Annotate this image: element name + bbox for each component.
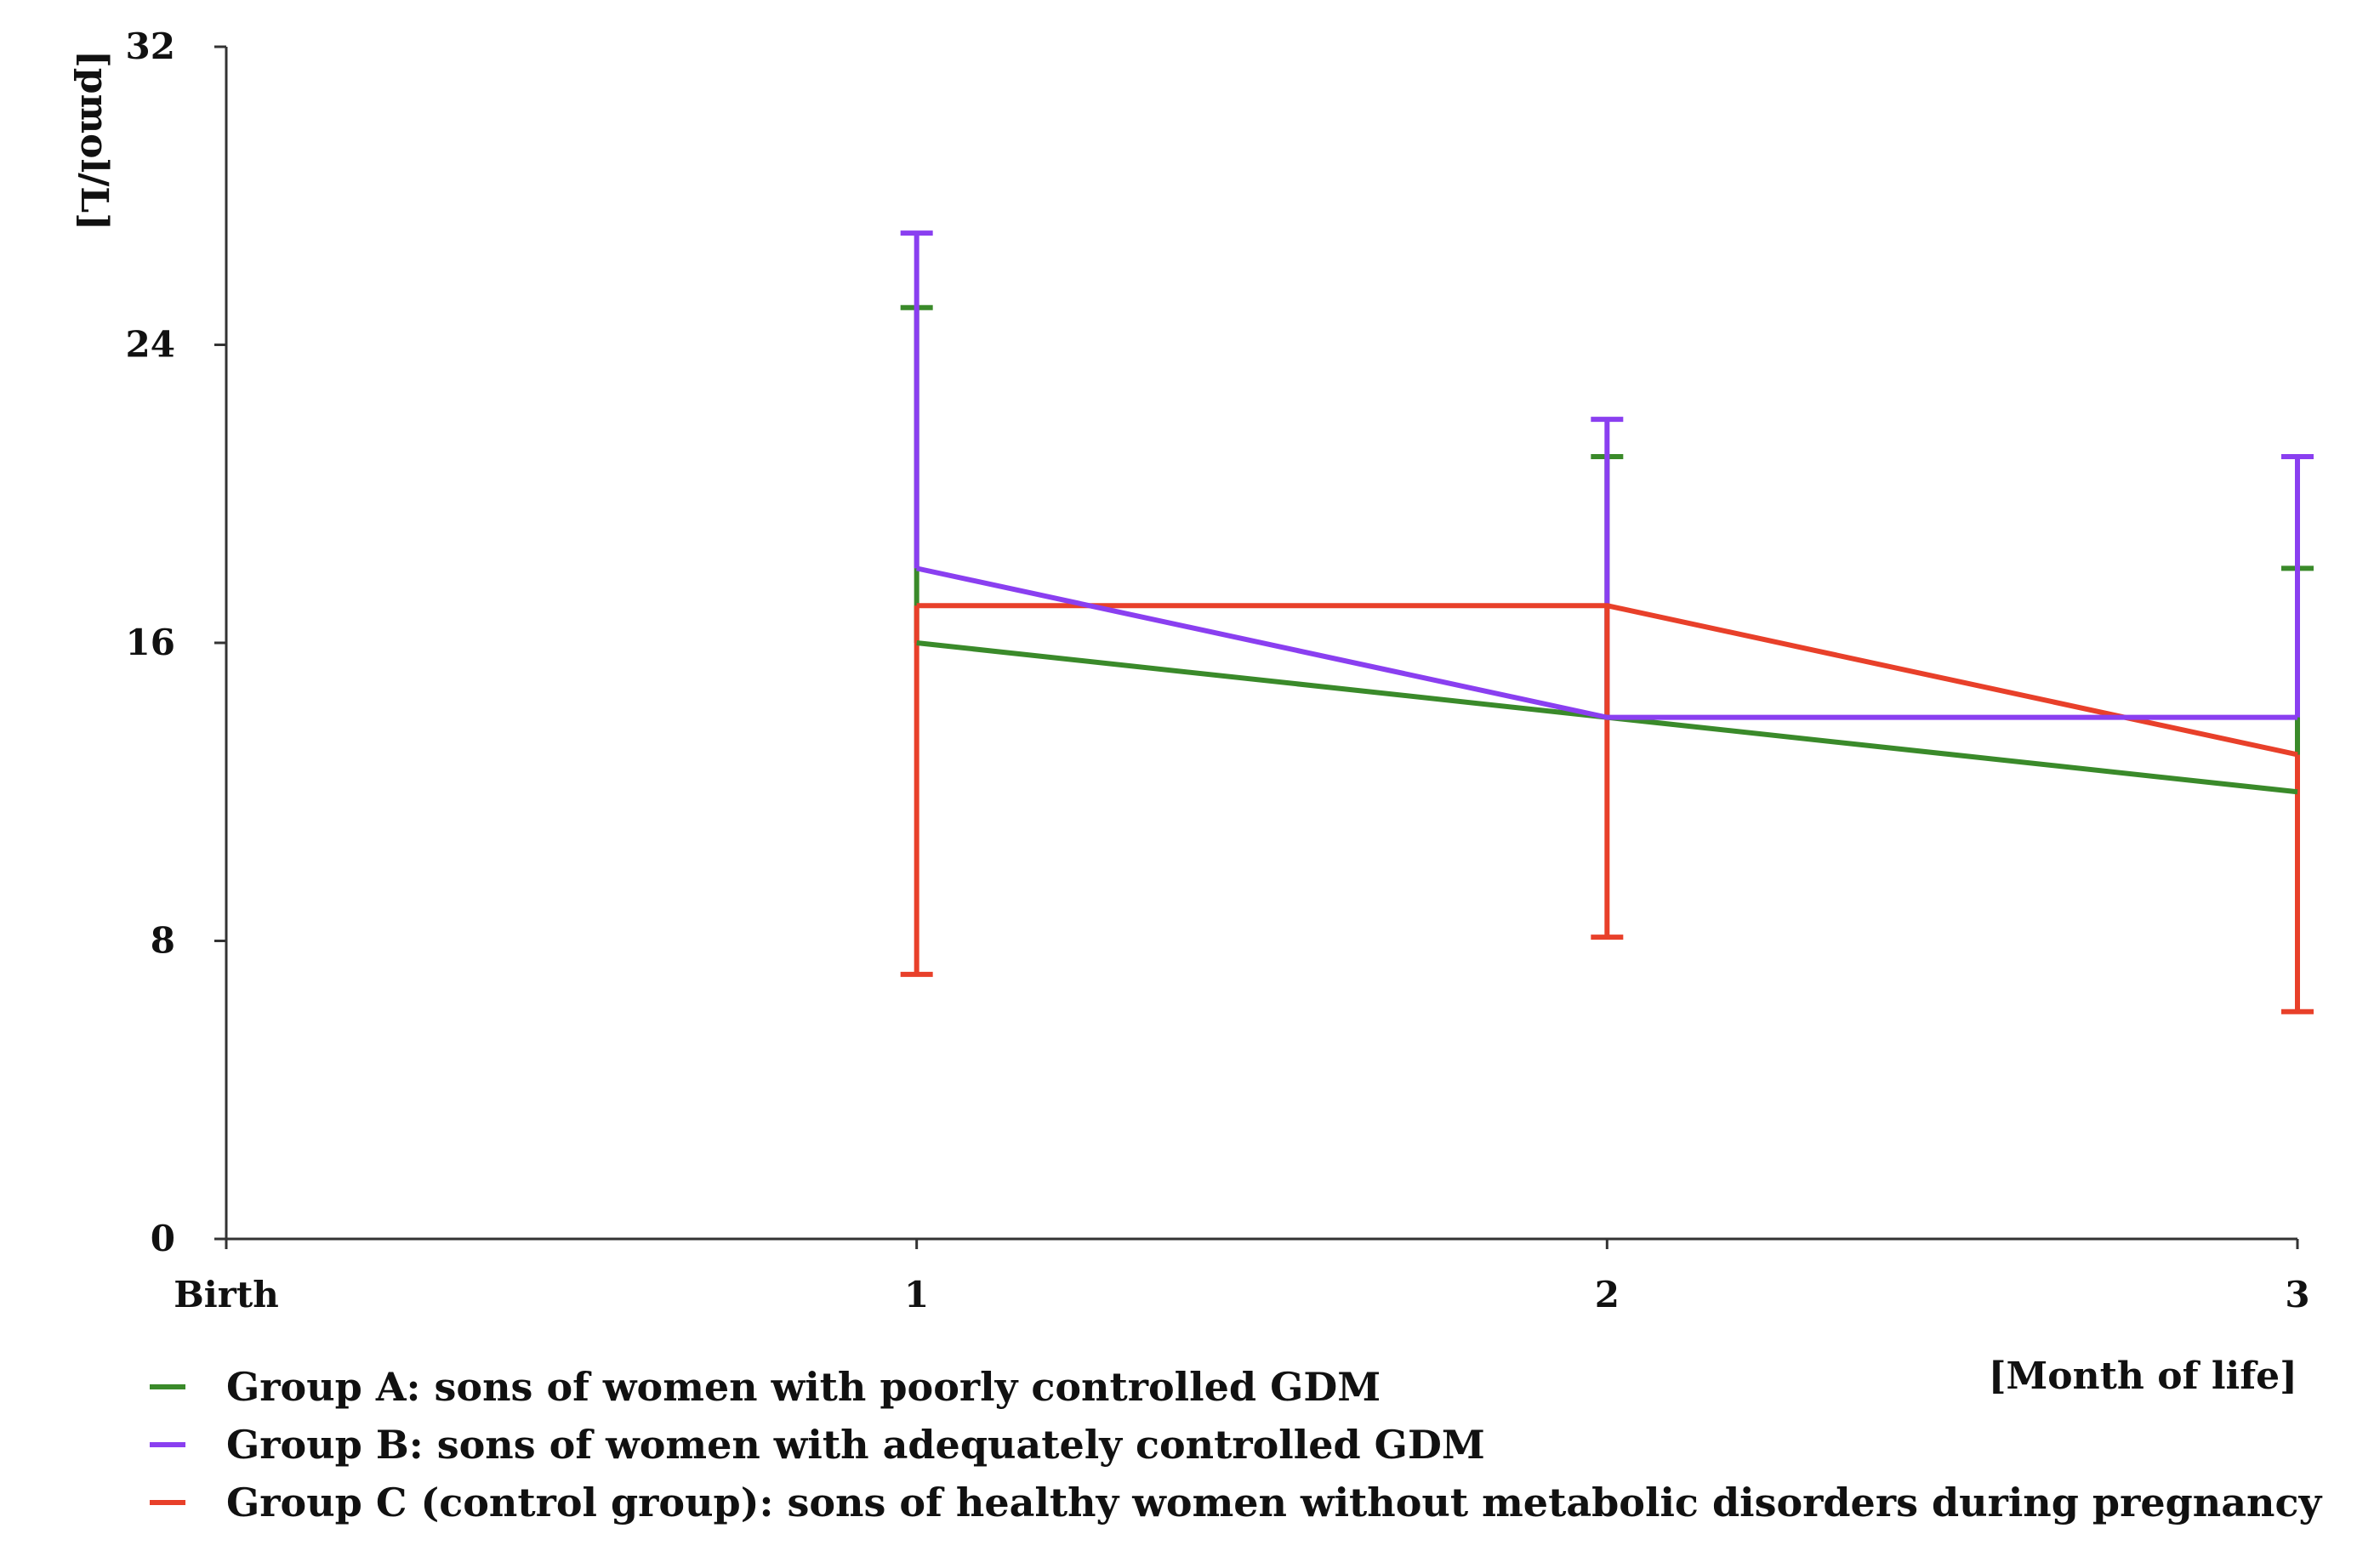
x-tick-label: 2: [1595, 1274, 1620, 1315]
y-tick-label: 16: [126, 622, 175, 663]
y-ticks: 0 8 16 24 32: [126, 26, 226, 1259]
series-line-group-b: [916, 565, 2297, 720]
series-lines: [916, 565, 2298, 795]
x-axis-title: [Month of life]: [1989, 1355, 2297, 1398]
legend-label-group-a: Group A: sons of women with poorly contr…: [226, 1364, 1381, 1410]
legend: Group A: sons of women with poorly contr…: [150, 1364, 2322, 1525]
error-bars: [900, 230, 2314, 1014]
y-axis-title: [pmol/L]: [72, 50, 116, 230]
legend-label-group-b: Group B: sons of women with adequately c…: [226, 1422, 1485, 1468]
y-tick-label: 32: [126, 26, 175, 67]
legend-label-group-c: Group C (control group): sons of healthy…: [226, 1480, 2322, 1525]
y-tick-label: 8: [151, 920, 175, 962]
x-tick-label: 1: [904, 1274, 929, 1315]
y-tick-label: 24: [126, 324, 175, 366]
series-line-group-c: [916, 603, 2298, 758]
x-tick-label: Birth: [174, 1274, 279, 1315]
x-tick-label: 3: [2285, 1274, 2309, 1315]
y-tick-label: 0: [151, 1218, 175, 1259]
x-ticks: Birth 1 2 3: [174, 1239, 2310, 1315]
